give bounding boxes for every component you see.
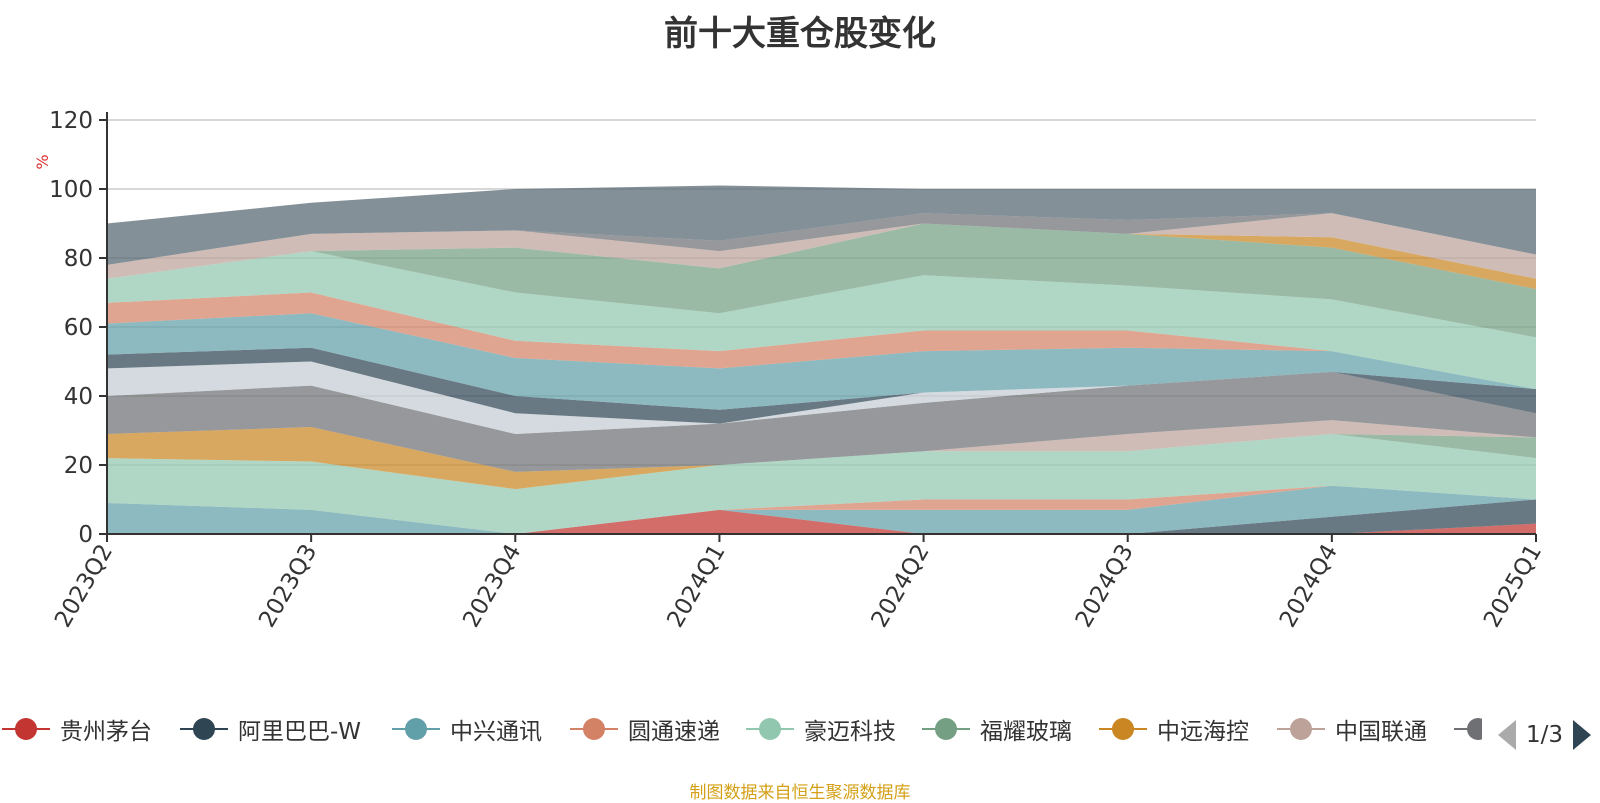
legend-marker-icon xyxy=(920,712,972,746)
legend-label: 阿里巴巴-W xyxy=(238,719,362,745)
legend-label: 贵州茅台 xyxy=(60,719,152,745)
legend-page-indicator: 1/3 xyxy=(1526,722,1564,748)
area-series-中国联通 xyxy=(107,420,1536,472)
y-tick-labels: 0 20 40 60 80 100 120 xyxy=(49,108,107,548)
x-tick-label: 2023Q3 xyxy=(254,540,322,632)
legend-label: 圆通速递 xyxy=(628,719,720,745)
y-tick-label: 80 xyxy=(64,246,93,272)
legend-marker-icon xyxy=(178,712,230,746)
legend-label: 豪迈科技 xyxy=(804,719,896,745)
y-axis-label: % xyxy=(33,154,52,169)
legend-next-page-icon[interactable] xyxy=(1573,720,1592,750)
legend-label: 中远海控 xyxy=(1157,719,1249,745)
legend-marker-icon xyxy=(390,712,442,746)
legend-item[interactable]: 豪迈科技 xyxy=(744,712,896,746)
legend-item-partial[interactable] xyxy=(1452,712,1482,746)
legend-label: 中国联通 xyxy=(1335,719,1427,745)
legend-item[interactable]: 福耀玻璃 xyxy=(920,712,1072,746)
legend: 贵州茅台 阿里巴巴-W 中兴通讯 圆通速递 豪迈科技 福耀玻璃 中远海控 中国联通 xyxy=(0,712,1600,756)
legend-marker-icon xyxy=(1275,712,1327,746)
area-series-other-11 xyxy=(107,185,1536,265)
area-series-圆通速递 xyxy=(107,485,1536,534)
x-tick-label: 2024Q1 xyxy=(662,540,730,632)
area-series-other-9 xyxy=(107,213,1536,279)
area-series-福耀玻璃 xyxy=(107,433,1536,490)
x-tick-label: 2024Q3 xyxy=(1071,540,1139,632)
y-tick-label: 0 xyxy=(78,522,93,548)
stacked-area-chart: 0 20 40 60 80 100 120 2023Q2 2023Q3 2023Q4 2024Q1… xyxy=(33,108,1547,632)
area-series-other-6 xyxy=(107,251,1536,390)
y-tick-label: 40 xyxy=(64,384,93,410)
legend-item[interactable]: 贵州茅台 xyxy=(0,712,152,746)
x-tick-labels: 2023Q2 2023Q3 2023Q4 2024Q1 2024Q2 2024Q3 2024… xyxy=(50,534,1547,632)
area-series-贵州茅台 xyxy=(107,509,1536,534)
x-tick-label: 2024Q4 xyxy=(1275,540,1343,632)
legend-item[interactable]: 中兴通讯 xyxy=(390,712,542,746)
area-series-other-5 xyxy=(107,292,1536,390)
legend-marker-icon xyxy=(568,712,620,746)
area-series-other-1 xyxy=(107,371,1536,472)
x-tick-label: 2023Q4 xyxy=(458,540,526,632)
legend-marker-icon xyxy=(1097,712,1149,746)
area-series-other-7 xyxy=(107,223,1536,338)
area-series-中远海控 xyxy=(107,427,1536,490)
area-series-other-10 xyxy=(107,213,1536,265)
legend-item[interactable]: 中远海控 xyxy=(1097,712,1249,746)
area-series-other-4 xyxy=(107,313,1536,410)
legend-item[interactable]: 圆通速递 xyxy=(568,712,720,746)
legend-marker-icon xyxy=(744,712,796,746)
y-tick-label: 120 xyxy=(49,108,93,134)
legend-marker-icon xyxy=(0,712,52,746)
legend-marker-icon xyxy=(1452,712,1482,746)
x-tick-label: 2023Q2 xyxy=(50,540,118,632)
y-tick-label: 20 xyxy=(64,453,93,479)
legend-label: 中兴通讯 xyxy=(450,719,542,745)
x-tick-label: 2025Q1 xyxy=(1479,540,1547,632)
data-source-footnote: 制图数据来自恒生聚源数据库 xyxy=(689,783,911,803)
y-tick-label: 100 xyxy=(49,177,93,203)
legend-pager: 1/3 xyxy=(1498,718,1592,752)
y-tick-label: 60 xyxy=(64,315,93,341)
legend-prev-page-icon[interactable] xyxy=(1498,720,1516,750)
area-series-豪迈科技 xyxy=(107,433,1536,534)
chart-title: 前十大重仓股变化 xyxy=(664,14,936,54)
legend-label: 福耀玻璃 xyxy=(980,719,1072,745)
axes xyxy=(106,112,1536,535)
area-series-other-3 xyxy=(107,347,1536,424)
x-tick-label: 2024Q2 xyxy=(867,540,935,632)
area-series-other-2 xyxy=(107,361,1536,434)
area-series xyxy=(107,185,1536,534)
legend-item[interactable]: 阿里巴巴-W xyxy=(178,712,361,746)
area-series-阿里巴巴-W xyxy=(107,499,1536,534)
legend-item[interactable]: 中国联通 xyxy=(1275,712,1427,746)
